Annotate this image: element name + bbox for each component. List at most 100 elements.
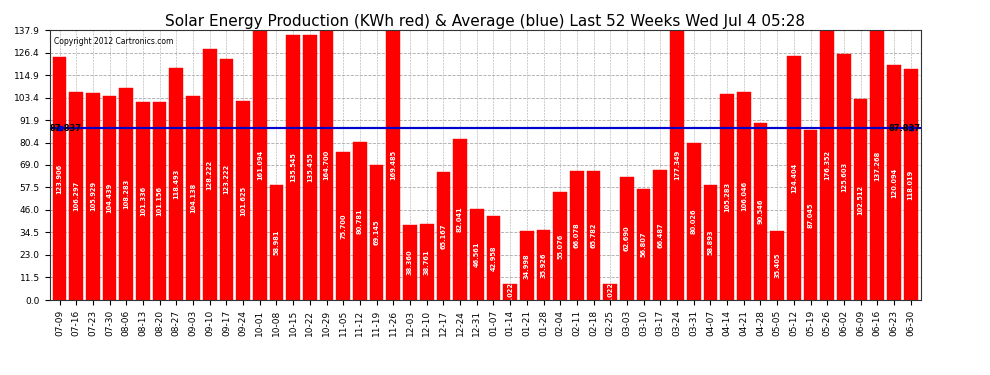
Bar xyxy=(152,102,166,300)
Bar xyxy=(503,284,517,300)
Bar xyxy=(770,231,784,300)
Text: 105.283: 105.283 xyxy=(724,182,730,212)
Bar xyxy=(220,59,234,300)
Text: 105.929: 105.929 xyxy=(90,181,96,212)
Text: 87.045: 87.045 xyxy=(808,202,814,228)
Bar xyxy=(870,31,884,300)
Bar xyxy=(386,30,400,300)
Text: 106.046: 106.046 xyxy=(741,181,746,211)
Text: 69.145: 69.145 xyxy=(373,219,379,245)
Bar xyxy=(753,123,767,300)
Text: 65.782: 65.782 xyxy=(591,223,597,248)
Text: 8.022: 8.022 xyxy=(507,282,513,303)
Bar xyxy=(337,152,350,300)
Bar xyxy=(470,209,483,300)
Bar xyxy=(86,93,100,300)
Text: 80.781: 80.781 xyxy=(357,208,363,234)
Text: Copyright 2012 Cartronics.com: Copyright 2012 Cartronics.com xyxy=(53,37,173,46)
Bar xyxy=(704,185,717,300)
Bar xyxy=(570,171,584,300)
Bar xyxy=(370,165,383,300)
Text: 118.493: 118.493 xyxy=(173,169,179,199)
Text: 118.019: 118.019 xyxy=(908,170,914,200)
Bar xyxy=(203,49,217,300)
Bar xyxy=(420,224,434,300)
Text: 125.603: 125.603 xyxy=(841,162,846,192)
Text: 101.156: 101.156 xyxy=(156,186,162,216)
Bar xyxy=(853,99,867,300)
Text: 176.352: 176.352 xyxy=(825,150,831,180)
Text: 65.167: 65.167 xyxy=(441,224,446,249)
Text: 128.222: 128.222 xyxy=(207,159,213,190)
Text: 66.487: 66.487 xyxy=(657,222,663,248)
Text: 164.700: 164.700 xyxy=(324,150,330,180)
Text: 104.138: 104.138 xyxy=(190,183,196,213)
Bar xyxy=(120,88,133,300)
Text: 58.981: 58.981 xyxy=(273,230,279,255)
Text: 38.761: 38.761 xyxy=(424,249,430,275)
Text: 135.545: 135.545 xyxy=(290,152,296,182)
Text: 102.512: 102.512 xyxy=(857,184,863,215)
Text: 101.625: 101.625 xyxy=(241,186,247,216)
Bar xyxy=(103,96,117,300)
Bar xyxy=(69,92,83,300)
Bar xyxy=(804,130,818,300)
Text: 106.297: 106.297 xyxy=(73,181,79,211)
Bar xyxy=(186,96,200,300)
Text: 58.893: 58.893 xyxy=(708,230,714,255)
Bar xyxy=(487,216,500,300)
Bar xyxy=(687,143,701,300)
Text: 124.404: 124.404 xyxy=(791,163,797,194)
Bar xyxy=(787,56,801,300)
Text: 8.022: 8.022 xyxy=(607,282,613,303)
Bar xyxy=(821,30,835,300)
Bar xyxy=(437,172,450,300)
Text: 75.700: 75.700 xyxy=(341,213,346,238)
Text: 56.807: 56.807 xyxy=(641,232,646,257)
Text: 87.837: 87.837 xyxy=(888,123,921,132)
Bar xyxy=(737,92,750,300)
Bar xyxy=(620,177,634,300)
Bar xyxy=(553,192,567,300)
Bar xyxy=(320,30,334,300)
Text: 34.998: 34.998 xyxy=(524,253,530,279)
Bar xyxy=(353,142,366,300)
Bar xyxy=(637,189,650,300)
Text: 108.283: 108.283 xyxy=(124,179,130,209)
Bar xyxy=(136,102,149,300)
Text: 46.561: 46.561 xyxy=(474,242,480,267)
Bar xyxy=(904,69,918,300)
Text: 80.026: 80.026 xyxy=(691,209,697,234)
Text: 87.837: 87.837 xyxy=(50,123,82,132)
Text: 120.094: 120.094 xyxy=(891,167,897,198)
Bar xyxy=(253,30,266,300)
Bar xyxy=(721,94,734,300)
Text: 35.926: 35.926 xyxy=(541,252,546,278)
Bar xyxy=(237,101,249,300)
Text: 42.958: 42.958 xyxy=(490,245,496,271)
Text: 62.690: 62.690 xyxy=(624,226,630,252)
Text: 135.455: 135.455 xyxy=(307,153,313,182)
Title: Solar Energy Production (KWh red) & Average (blue) Last 52 Weeks Wed Jul 4 05:28: Solar Energy Production (KWh red) & Aver… xyxy=(165,14,805,29)
Bar xyxy=(587,171,600,300)
Bar xyxy=(520,231,534,300)
Bar xyxy=(838,54,850,300)
Bar xyxy=(269,184,283,300)
Bar xyxy=(52,57,66,300)
Text: 104.439: 104.439 xyxy=(107,183,113,213)
Bar xyxy=(403,225,417,300)
Bar xyxy=(887,65,901,300)
Text: 90.546: 90.546 xyxy=(757,199,763,224)
Bar xyxy=(169,68,183,300)
Text: 101.336: 101.336 xyxy=(140,186,146,216)
Text: 38.360: 38.360 xyxy=(407,250,413,275)
Bar xyxy=(286,34,300,300)
Text: 55.076: 55.076 xyxy=(557,233,563,259)
Text: 66.078: 66.078 xyxy=(574,222,580,248)
Bar xyxy=(453,140,467,300)
Bar xyxy=(653,170,667,300)
Text: 123.906: 123.906 xyxy=(56,164,62,194)
Bar xyxy=(670,30,684,300)
Text: 161.094: 161.094 xyxy=(256,150,262,180)
Bar xyxy=(303,35,317,300)
